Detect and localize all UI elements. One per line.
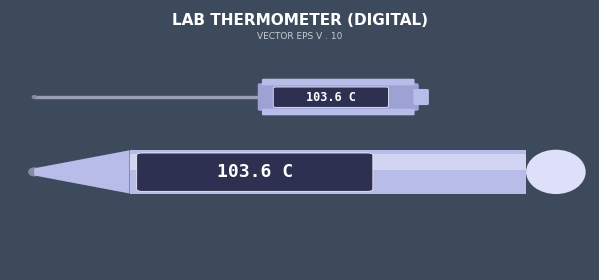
Ellipse shape <box>32 96 36 98</box>
Text: VECTOR EPS V . 10: VECTOR EPS V . 10 <box>257 32 342 41</box>
Bar <box>129 154 526 170</box>
FancyBboxPatch shape <box>262 79 415 85</box>
FancyBboxPatch shape <box>137 153 373 191</box>
Text: 103.6 C: 103.6 C <box>306 91 356 104</box>
Bar <box>34 96 261 98</box>
FancyBboxPatch shape <box>262 109 415 115</box>
Ellipse shape <box>526 150 586 194</box>
FancyBboxPatch shape <box>273 87 388 107</box>
Text: 103.6 C: 103.6 C <box>217 163 293 181</box>
Polygon shape <box>34 150 129 193</box>
FancyBboxPatch shape <box>258 83 419 111</box>
FancyBboxPatch shape <box>413 89 429 105</box>
Text: LAB THERMOMETER (DIGITAL): LAB THERMOMETER (DIGITAL) <box>171 13 428 28</box>
Ellipse shape <box>29 168 40 176</box>
Bar <box>129 150 526 194</box>
